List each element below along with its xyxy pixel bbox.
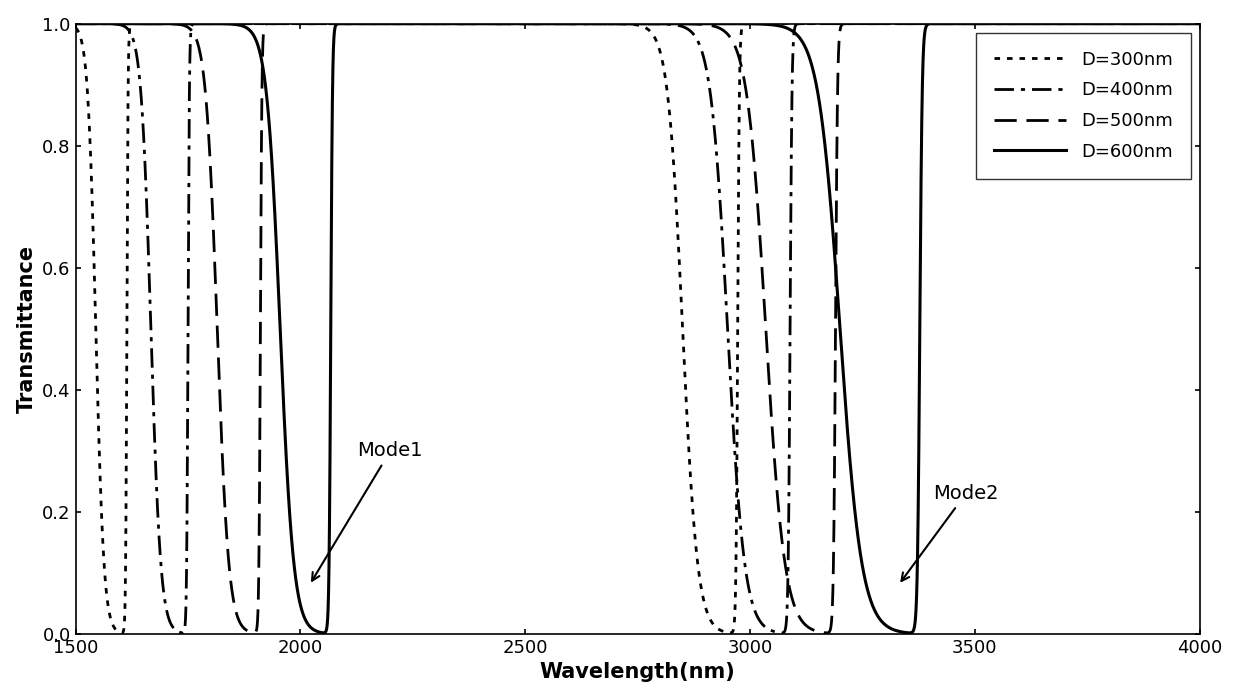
D=300nm (68, 24, 83, 32)
D=400nm (1137, 20, 1152, 28)
D=500nm (206, 222, 221, 231)
Text: Mode2: Mode2 (902, 484, 999, 581)
D=600nm (354, 20, 369, 28)
D=400nm (206, 20, 221, 28)
D=400nm (660, 20, 675, 29)
D=400nm (206, 20, 221, 28)
D=500nm (280, 20, 295, 28)
D=300nm (94, 505, 109, 514)
D=600nm (68, 20, 83, 28)
D=400nm (1087, 20, 1101, 28)
D=600nm (1192, 20, 1207, 28)
D=600nm (206, 20, 221, 28)
D=400nm (68, 20, 83, 28)
D=500nm (1192, 20, 1207, 28)
D=600nm (94, 20, 109, 28)
D=400nm (784, 128, 799, 136)
D=300nm (1192, 20, 1207, 28)
D=600nm (784, 27, 799, 35)
D=600nm (1087, 20, 1101, 28)
Text: Mode1: Mode1 (312, 441, 422, 581)
Line: D=500nm: D=500nm (76, 24, 1199, 633)
D=600nm (660, 20, 675, 28)
D=300nm (784, 20, 799, 28)
Line: D=300nm: D=300nm (76, 24, 1199, 633)
D=300nm (724, 628, 738, 637)
D=500nm (94, 20, 109, 28)
D=400nm (94, 20, 109, 28)
X-axis label: Wavelength(nm): Wavelength(nm) (540, 663, 736, 682)
D=600nm (1137, 20, 1152, 28)
Line: D=400nm: D=400nm (76, 24, 1199, 633)
D=300nm (1087, 20, 1101, 28)
D=500nm (1087, 20, 1101, 28)
D=300nm (206, 20, 221, 28)
D=600nm (902, 628, 917, 637)
Line: D=600nm: D=600nm (76, 24, 1199, 633)
D=300nm (660, 92, 675, 101)
D=400nm (1192, 20, 1207, 28)
D=500nm (819, 628, 834, 637)
Y-axis label: Transmittance: Transmittance (16, 245, 37, 413)
D=500nm (1137, 20, 1152, 28)
Legend: D=300nm, D=400nm, D=500nm, D=600nm: D=300nm, D=400nm, D=500nm, D=600nm (976, 33, 1191, 179)
D=500nm (784, 592, 799, 600)
D=500nm (68, 20, 83, 28)
D=500nm (660, 20, 675, 28)
D=300nm (141, 20, 156, 28)
D=300nm (1137, 20, 1152, 28)
D=400nm (774, 628, 789, 637)
